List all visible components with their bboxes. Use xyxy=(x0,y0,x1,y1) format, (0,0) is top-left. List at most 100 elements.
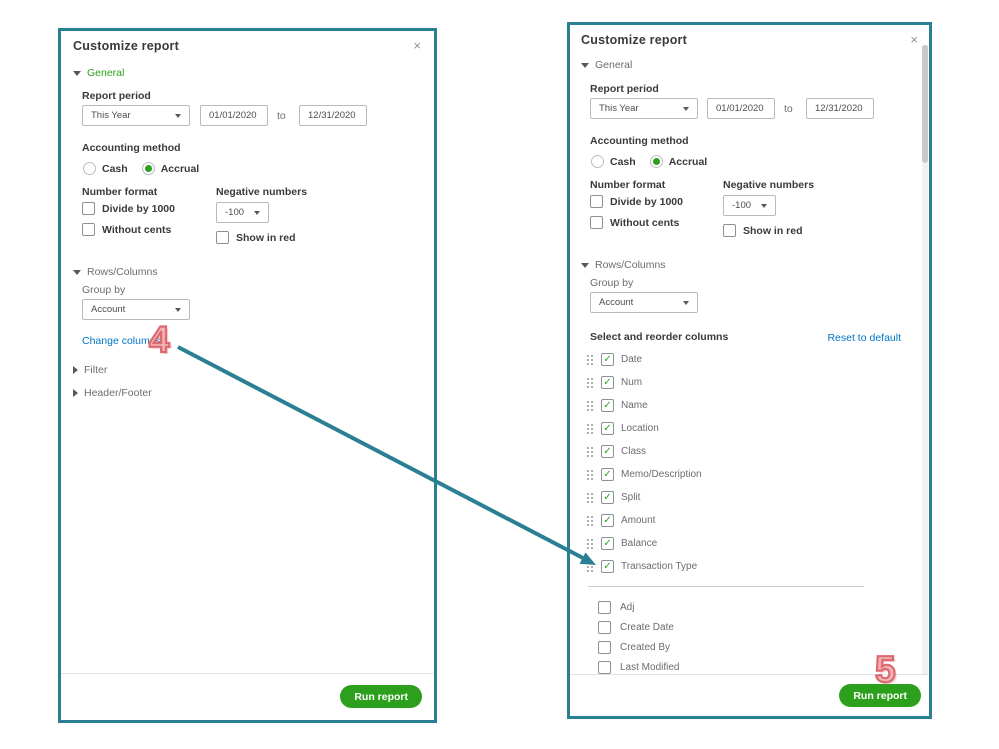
cash-radio-option[interactable]: Cash xyxy=(83,162,128,175)
caret-down-icon xyxy=(73,269,81,275)
dialog-footer: Run report xyxy=(570,674,929,716)
checkbox-unchecked-icon[interactable] xyxy=(598,640,611,654)
radio-selected-icon[interactable] xyxy=(141,162,155,175)
checkbox-checked-icon[interactable] xyxy=(601,491,614,504)
column-row[interactable]: Transaction Type xyxy=(586,555,702,578)
show-in-red-checkbox-row[interactable]: Show in red xyxy=(216,231,296,244)
column-row[interactable]: Amount xyxy=(586,509,702,532)
section-rows-columns[interactable]: Rows/Columns xyxy=(73,266,158,278)
unchecked-columns-list: Adj Create Date Created By Last Modified xyxy=(598,597,679,677)
negative-format-select[interactable]: -100 xyxy=(216,202,269,223)
accrual-radio-option[interactable]: Accrual xyxy=(649,155,707,168)
close-icon[interactable]: × xyxy=(910,32,918,47)
number-format-label: Number format xyxy=(82,186,158,198)
column-row[interactable]: Adj xyxy=(598,597,679,617)
select-reorder-columns-label: Select and reorder columns xyxy=(590,331,729,343)
annotation-step-5: 5 xyxy=(874,649,897,690)
close-icon[interactable]: × xyxy=(413,38,421,53)
checkbox-unchecked-icon[interactable] xyxy=(82,223,95,236)
radio-unselected-icon[interactable] xyxy=(83,162,96,175)
section-header-footer[interactable]: Header/Footer xyxy=(73,387,152,399)
rows-columns-label: Rows/Columns xyxy=(595,259,666,271)
without-cents-checkbox-row[interactable]: Without cents xyxy=(590,216,679,229)
column-row[interactable]: Create Date xyxy=(598,617,679,637)
run-report-button[interactable]: Run report xyxy=(340,685,422,708)
checkbox-checked-icon[interactable] xyxy=(601,399,614,412)
accrual-radio-option[interactable]: Accrual xyxy=(141,162,199,175)
cash-label: Cash xyxy=(610,155,636,168)
column-row[interactable]: Balance xyxy=(586,532,702,555)
cash-radio-option[interactable]: Cash xyxy=(591,155,636,168)
section-general[interactable]: General xyxy=(581,59,632,71)
group-by-select[interactable]: Account xyxy=(82,299,190,320)
checkbox-unchecked-icon[interactable] xyxy=(598,660,611,674)
checkbox-checked-icon[interactable] xyxy=(601,514,614,527)
date-from-input[interactable]: 01/01/2020 xyxy=(200,105,268,126)
caret-right-icon xyxy=(73,389,78,397)
drag-handle-icon[interactable] xyxy=(586,377,594,388)
date-to-input[interactable]: 12/31/2020 xyxy=(299,105,367,126)
change-columns-link[interactable]: Change columns xyxy=(82,335,161,347)
checkbox-unchecked-icon[interactable] xyxy=(590,216,603,229)
report-period-label: Report period xyxy=(82,90,151,102)
checkbox-checked-icon[interactable] xyxy=(601,422,614,435)
checkbox-unchecked-icon[interactable] xyxy=(598,620,611,634)
drag-handle-icon[interactable] xyxy=(586,561,594,572)
negative-format-select[interactable]: -100 xyxy=(723,195,776,216)
checkbox-checked-icon[interactable] xyxy=(601,353,614,366)
column-row[interactable]: Num xyxy=(586,371,702,394)
drag-handle-icon[interactable] xyxy=(586,400,594,411)
column-row[interactable]: Last Modified xyxy=(598,657,679,677)
accounting-method-label: Accounting method xyxy=(82,142,181,154)
column-row[interactable]: Created By xyxy=(598,637,679,657)
scrollbar-track[interactable] xyxy=(922,45,928,674)
checkbox-checked-icon[interactable] xyxy=(601,376,614,389)
group-by-select[interactable]: Account xyxy=(590,292,698,313)
show-in-red-checkbox-row[interactable]: Show in red xyxy=(723,224,803,237)
column-row[interactable]: Memo/Description xyxy=(586,463,702,486)
date-from-input[interactable]: 01/01/2020 xyxy=(707,98,775,119)
section-general[interactable]: General xyxy=(73,67,124,79)
drag-handle-icon[interactable] xyxy=(586,492,594,503)
column-row[interactable]: Location xyxy=(586,417,702,440)
drag-handle-icon[interactable] xyxy=(586,423,594,434)
drag-handle-icon[interactable] xyxy=(586,354,594,365)
drag-handle-icon[interactable] xyxy=(586,538,594,549)
show-in-red-label: Show in red xyxy=(236,231,296,244)
column-row[interactable]: Split xyxy=(586,486,702,509)
checkbox-checked-icon[interactable] xyxy=(601,468,614,481)
checkbox-unchecked-icon[interactable] xyxy=(82,202,95,215)
checkbox-unchecked-icon[interactable] xyxy=(723,224,736,237)
drag-handle-icon[interactable] xyxy=(586,446,594,457)
checkbox-checked-icon[interactable] xyxy=(601,537,614,550)
checkbox-unchecked-icon[interactable] xyxy=(216,231,229,244)
column-row[interactable]: Name xyxy=(586,394,702,417)
section-filter[interactable]: Filter xyxy=(73,364,107,376)
report-period-select[interactable]: This Year xyxy=(82,105,190,126)
radio-selected-icon[interactable] xyxy=(649,155,663,168)
drag-handle-icon[interactable] xyxy=(586,515,594,526)
run-report-button[interactable]: Run report xyxy=(839,684,921,707)
divide-by-1000-checkbox-row[interactable]: Divide by 1000 xyxy=(82,202,175,215)
report-period-select[interactable]: This Year xyxy=(590,98,698,119)
radio-unselected-icon[interactable] xyxy=(591,155,604,168)
checkbox-checked-icon[interactable] xyxy=(601,560,614,573)
negative-numbers-label: Negative numbers xyxy=(723,179,815,191)
checkbox-unchecked-icon[interactable] xyxy=(598,600,611,614)
checkbox-unchecked-icon[interactable] xyxy=(590,195,603,208)
to-label: to xyxy=(277,110,286,122)
drag-handle-icon[interactable] xyxy=(586,469,594,480)
column-label: Name xyxy=(621,400,648,411)
without-cents-checkbox-row[interactable]: Without cents xyxy=(82,223,171,236)
column-row[interactable]: Date xyxy=(586,348,702,371)
divide-by-1000-checkbox-row[interactable]: Divide by 1000 xyxy=(590,195,683,208)
date-to-input[interactable]: 12/31/2020 xyxy=(806,98,874,119)
checkbox-checked-icon[interactable] xyxy=(601,445,614,458)
negative-format-value: -100 xyxy=(225,207,245,218)
column-row[interactable]: Class xyxy=(586,440,702,463)
section-rows-columns[interactable]: Rows/Columns xyxy=(581,259,666,271)
column-label: Last Modified xyxy=(620,661,680,673)
scrollbar-thumb[interactable] xyxy=(922,45,928,163)
section-general-label: General xyxy=(595,59,633,71)
reset-to-default-link[interactable]: Reset to default xyxy=(827,332,901,344)
